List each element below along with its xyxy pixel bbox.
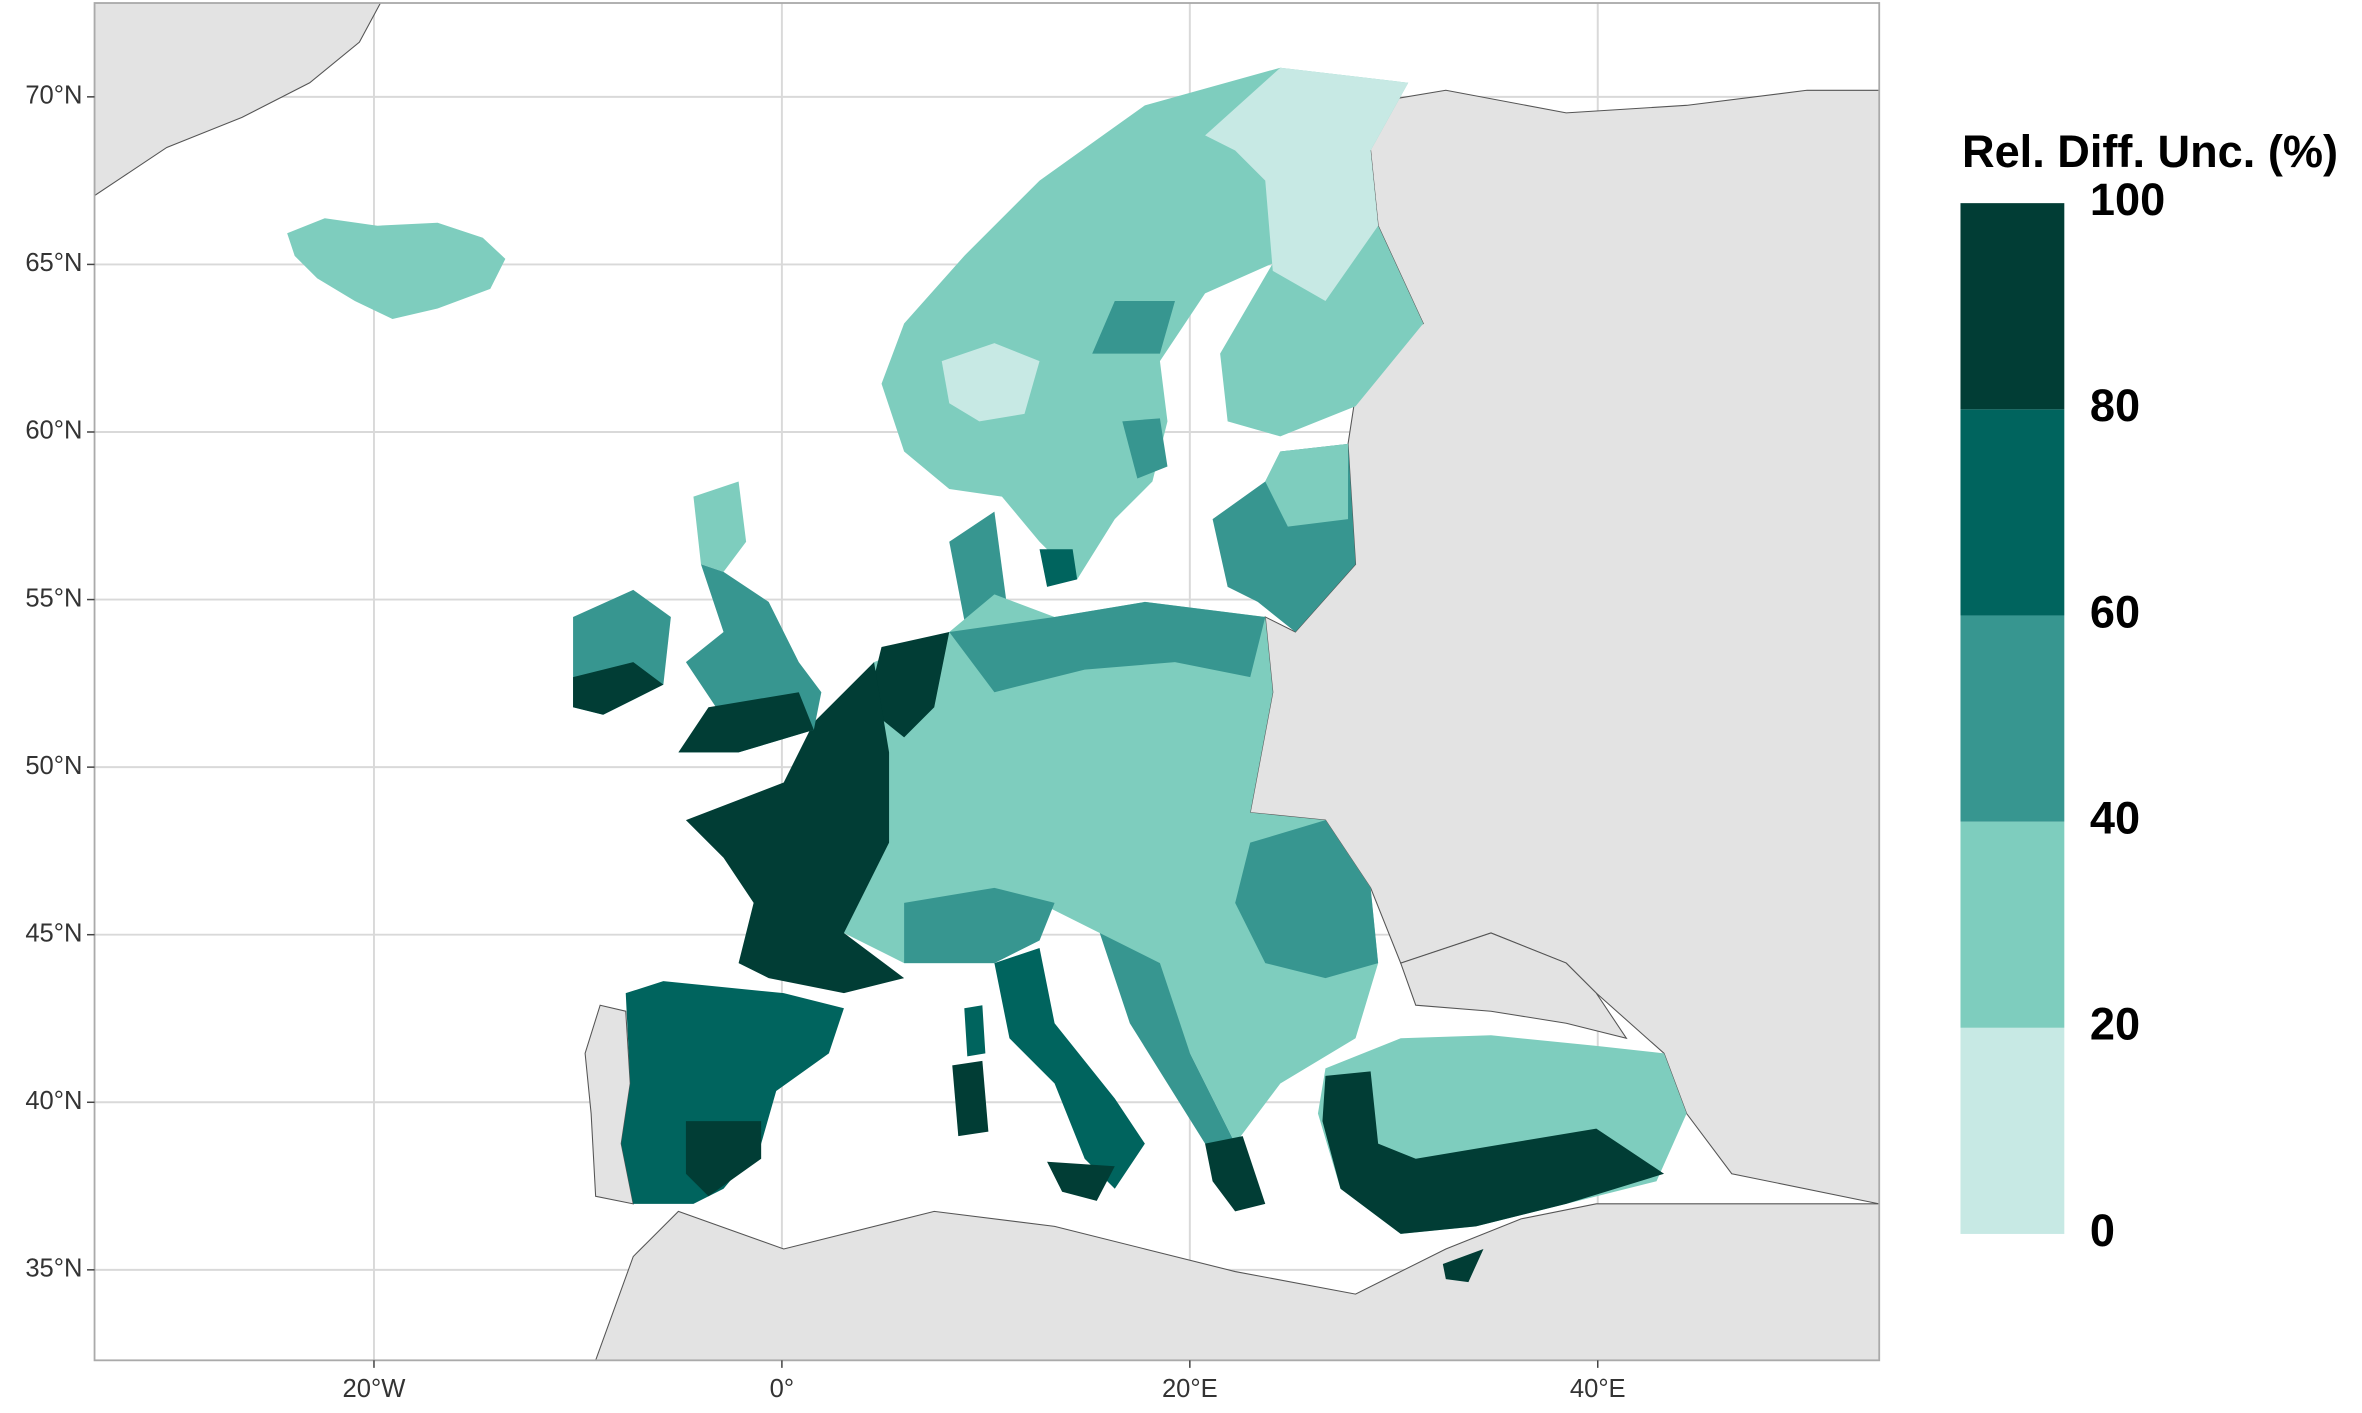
x-tick-label: 40°E: [1570, 1375, 1626, 1403]
y-tick-label: 55°N: [25, 584, 82, 612]
x-tick-label: 20°W: [343, 1375, 407, 1403]
y-tick-label: 60°N: [25, 417, 82, 445]
africa: [594, 1203, 1880, 1361]
map-land: [94, 2, 1880, 1361]
denmark: [949, 511, 1007, 620]
legend-swatch: [1960, 1027, 2065, 1234]
y-tick-label: 70°N: [25, 82, 82, 110]
romania: [1235, 820, 1379, 979]
greece: [1205, 1136, 1266, 1212]
y-tick-label: 65°N: [25, 249, 82, 277]
legend-label: 0: [2090, 1205, 2115, 1256]
y-tick-label: 50°N: [25, 752, 82, 780]
spain: [621, 981, 844, 1204]
panel-border: [93, 2, 1881, 1362]
alps: [904, 887, 1055, 964]
estonia: [1265, 443, 1349, 527]
x-tick-label: 20°E: [1162, 1375, 1218, 1403]
legend-label: 40: [2090, 793, 2140, 844]
legend-swatch: [1960, 203, 2065, 410]
balkans: [1099, 932, 1266, 1204]
italy: [994, 948, 1145, 1189]
legend-swatch: [1960, 615, 2065, 822]
black-sea-area: [1400, 932, 1628, 1040]
x-tick-label: 0°: [770, 1375, 794, 1403]
sweden-south: [1039, 549, 1078, 587]
norway-inland: [941, 343, 1040, 422]
legend-label: 20: [2090, 999, 2140, 1050]
legend-title: Rel. Diff. Unc. (%): [1962, 126, 2338, 177]
y-tick-label: 35°N: [25, 1255, 82, 1283]
scotland: [693, 481, 747, 572]
corsica: [964, 1005, 986, 1057]
legend-label: 100: [2090, 174, 2165, 225]
sweden-patch: [1092, 300, 1175, 354]
france: [685, 662, 905, 994]
central-europe: [813, 594, 1379, 1144]
turkey-south: [1322, 1071, 1665, 1234]
germany-north: [949, 601, 1266, 693]
sardinia: [952, 1060, 989, 1137]
legend-label: 80: [2090, 380, 2140, 431]
benelux: [866, 632, 950, 738]
legend: 0 20 40 60 80 100: [1960, 174, 2165, 1256]
y-tick-label: 40°N: [25, 1087, 82, 1115]
spain-south: [685, 1121, 762, 1197]
legend-swatch: [1960, 409, 2065, 616]
sicily: [1047, 1161, 1115, 1201]
iceland: [287, 218, 506, 320]
sweden-east: [1122, 418, 1168, 479]
finland-north: [1205, 67, 1409, 301]
ireland-south: [573, 662, 664, 715]
y-tick-label: 45°N: [25, 919, 82, 947]
england-south: [678, 692, 814, 753]
legend-swatch: [1960, 821, 2065, 1028]
legend-label: 60: [2090, 586, 2140, 637]
cyprus: [1442, 1248, 1484, 1283]
